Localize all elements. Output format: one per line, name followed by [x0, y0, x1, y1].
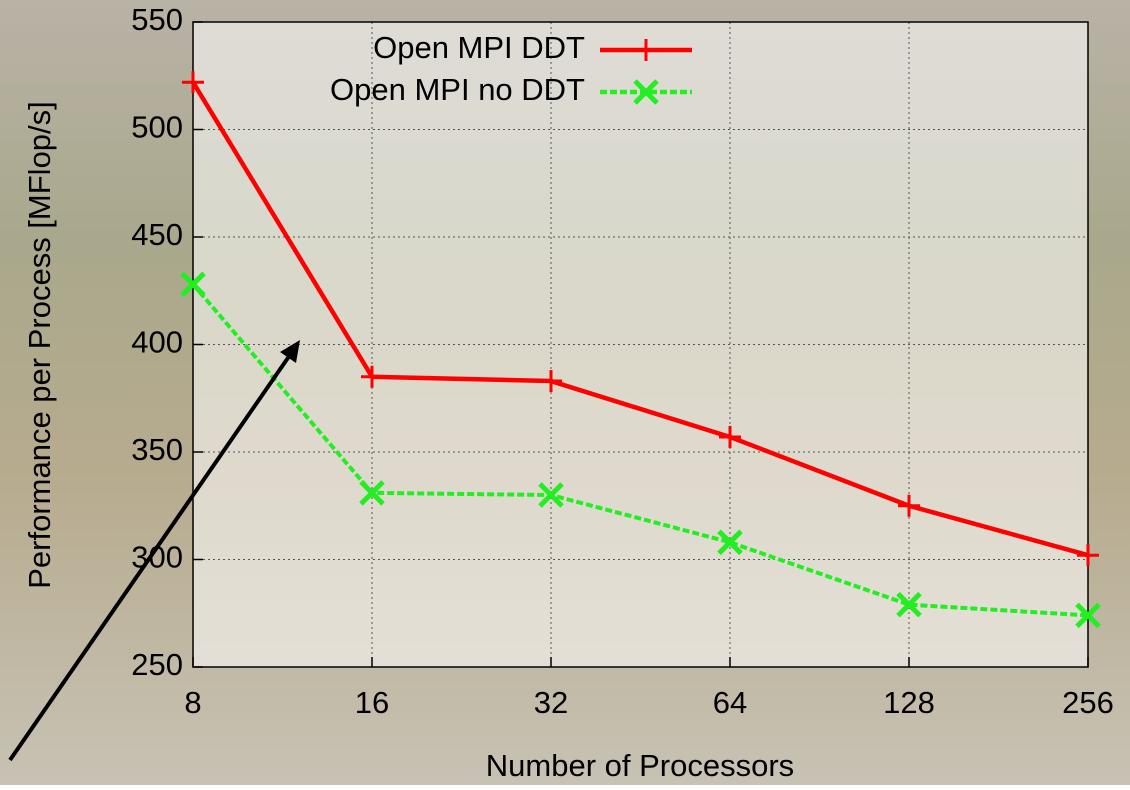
marker-stroke — [717, 529, 743, 556]
y-axis-label: Performance per Process [MFlop/s] — [22, 101, 57, 589]
point — [180, 271, 206, 298]
x-tick-label: 16 — [355, 685, 389, 720]
y-tick-label: 250 — [131, 647, 183, 682]
x-tick-label: 128 — [883, 685, 935, 720]
x-axis-label: Number of Processors — [486, 748, 794, 783]
y-tick-label: 500 — [131, 110, 183, 145]
marker-stroke — [359, 480, 385, 506]
point — [361, 365, 383, 388]
x-tick-label: 32 — [534, 685, 568, 720]
point — [538, 482, 564, 508]
point — [1077, 544, 1099, 567]
y-tick-label: 350 — [131, 432, 183, 467]
x-tick-label: 64 — [713, 685, 747, 720]
point — [540, 370, 562, 393]
legend-label: Open MPI DDT — [373, 30, 585, 65]
point — [896, 591, 922, 618]
marker-stroke — [896, 591, 922, 618]
point — [717, 529, 743, 556]
arrow-head — [280, 340, 300, 363]
marker-stroke — [538, 482, 564, 508]
marker-stroke — [633, 79, 659, 105]
marker-stroke — [180, 271, 206, 298]
marks — [180, 71, 1101, 629]
marker-stroke — [1075, 602, 1101, 629]
annotation-arrow — [8, 350, 294, 762]
x-tick-label: 8 — [184, 685, 201, 720]
point — [898, 494, 920, 517]
y-tick-label: 450 — [131, 217, 183, 252]
point — [719, 425, 741, 448]
legend-marker — [635, 39, 657, 61]
point — [182, 71, 204, 94]
legend-label: Open MPI no DDT — [330, 72, 585, 107]
x-tick-label: 256 — [1062, 685, 1114, 720]
y-tick-label: 300 — [131, 540, 183, 575]
y-tick-label: 400 — [131, 325, 183, 360]
series-line — [191, 282, 1089, 618]
point — [359, 480, 385, 506]
y-tick-label: 550 — [131, 2, 183, 37]
series-line — [191, 81, 1089, 558]
point — [1075, 602, 1101, 629]
legend-marker — [633, 79, 659, 105]
